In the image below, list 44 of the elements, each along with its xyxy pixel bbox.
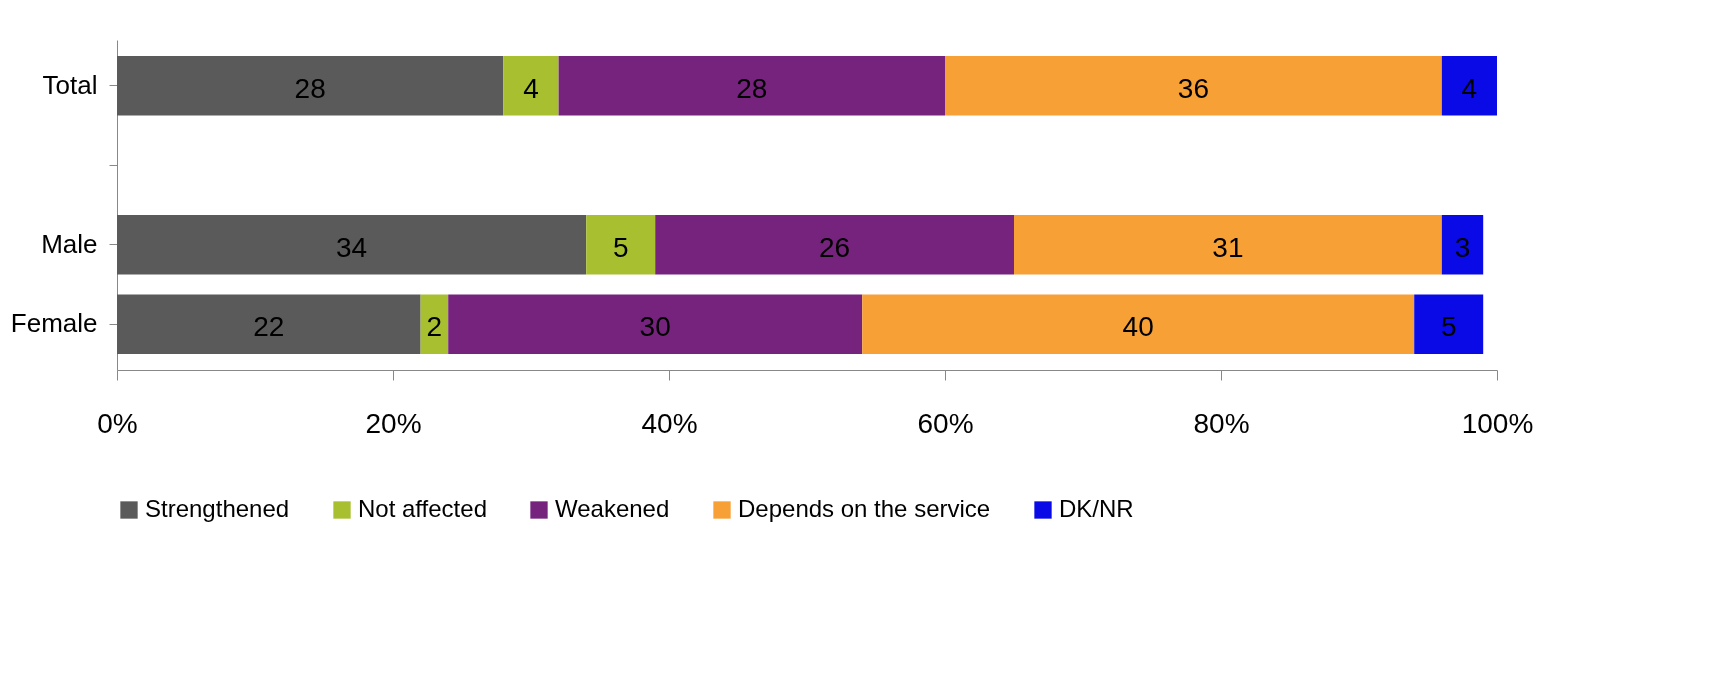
- y-tick-label: Female: [10, 308, 98, 339]
- legend-label: Not affected: [358, 495, 487, 522]
- data-label: 5: [612, 231, 629, 263]
- bar: [117, 55, 504, 116]
- data-label: 34: [336, 231, 368, 263]
- data-label: 26: [819, 231, 851, 263]
- data-label: 4: [1461, 72, 1478, 104]
- data-label: 5: [1440, 311, 1457, 343]
- legend-label: Depends on the service: [738, 495, 991, 522]
- x-tick-label: 60%: [917, 407, 974, 439]
- x-tick-label: 80%: [1193, 407, 1250, 439]
- legend-label: Strengthened: [145, 495, 290, 522]
- bar: [945, 55, 1442, 116]
- data-label: 3: [1454, 231, 1471, 263]
- bar: [117, 294, 421, 355]
- bar: [420, 294, 449, 355]
- data-label: 31: [1212, 231, 1244, 263]
- bar: [117, 214, 587, 275]
- legend-label: DK/NR: [1059, 495, 1134, 522]
- data-label: 28: [294, 72, 326, 104]
- data-label: 40: [1122, 311, 1154, 343]
- bar: [586, 214, 656, 275]
- data-label: 22: [253, 311, 285, 343]
- bar: [862, 294, 1415, 355]
- bar: [1441, 55, 1497, 116]
- data-label: 30: [639, 311, 671, 343]
- x-tick-label: 40%: [641, 407, 698, 439]
- bar: [503, 55, 559, 116]
- bar: [1441, 214, 1484, 275]
- x-tick-label: 0%: [97, 407, 138, 439]
- data-label: 28: [736, 72, 768, 104]
- x-tick-label: 20%: [365, 407, 422, 439]
- data-label: 36: [1177, 72, 1209, 104]
- y-tick-label: Male: [41, 228, 98, 259]
- y-tick-label: Total: [42, 69, 98, 100]
- bar: [1014, 214, 1442, 275]
- x-tick-label: 100%: [1461, 407, 1534, 439]
- bar: [448, 294, 863, 355]
- legend-label: Weakened: [555, 495, 670, 522]
- data-label: 4: [523, 72, 539, 104]
- bar: [558, 55, 945, 116]
- bar: [655, 214, 1014, 275]
- bar: [1414, 294, 1484, 355]
- data-label: 2: [426, 311, 443, 343]
